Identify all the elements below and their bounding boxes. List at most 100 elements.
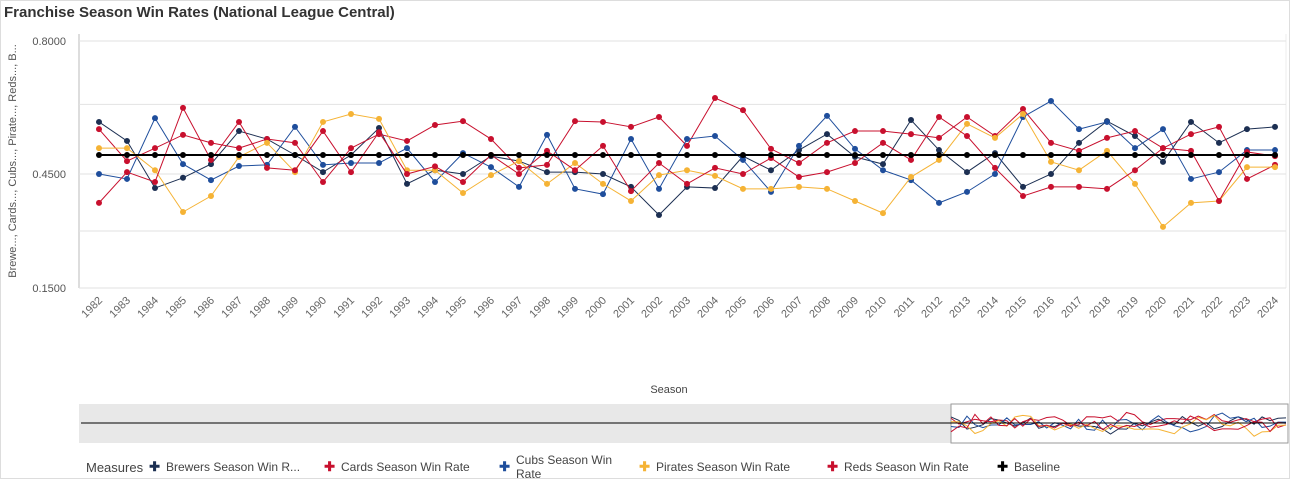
data-point (236, 128, 242, 135)
data-point (488, 152, 494, 158)
data-point (1048, 152, 1054, 158)
data-point (236, 118, 242, 125)
overview-series-line (950, 411, 1287, 429)
data-point (1048, 183, 1054, 190)
data-point (180, 209, 186, 215)
data-point (404, 145, 410, 152)
data-point (964, 120, 970, 127)
data-point (740, 185, 746, 192)
data-point (684, 142, 690, 149)
data-point (236, 163, 242, 170)
legend-item[interactable]: ✚ Cards Season Win Rate (324, 459, 499, 475)
data-point (1020, 106, 1026, 113)
legend-label: Cubs Season Win Rate (515, 453, 613, 479)
data-point (320, 118, 326, 125)
data-point (152, 167, 158, 174)
legend-title: Measures (86, 459, 144, 475)
data-point (1244, 164, 1250, 171)
x-tick-label: 2020 (1143, 295, 1169, 321)
data-point (96, 171, 102, 177)
legend: Measures ✚ Brewers Season Win R... ✚ Cards … (86, 453, 1077, 479)
legend-label: Pirates Season Win Rate (655, 460, 791, 474)
data-point (1076, 147, 1082, 154)
data-point (1160, 223, 1166, 230)
data-point (936, 156, 942, 163)
data-point (1244, 152, 1250, 158)
data-point (656, 114, 662, 120)
legend-label: Baseline (1013, 460, 1061, 474)
x-tick-label: 1999 (555, 295, 581, 321)
data-point (1076, 139, 1082, 146)
data-point (96, 118, 102, 125)
x-tick-label: 2019 (1115, 295, 1141, 321)
data-point (124, 169, 130, 176)
data-point (824, 169, 830, 176)
data-point (1272, 152, 1278, 158)
data-point (628, 197, 634, 204)
legend-item[interactable]: ✚ Reds Season Win Rate (827, 459, 997, 475)
data-point (544, 180, 550, 187)
data-point (180, 152, 186, 158)
data-point (544, 161, 550, 168)
data-point (796, 174, 802, 181)
data-point (152, 115, 158, 122)
data-point (768, 145, 774, 152)
data-point (1076, 126, 1082, 133)
data-point (488, 136, 494, 143)
x-tick-label: 2017 (1059, 295, 1085, 321)
data-point (292, 139, 298, 146)
x-tick-label: 1994 (415, 295, 441, 321)
x-tick-label: 2009 (835, 295, 861, 321)
x-tick-label: 1990 (303, 295, 329, 321)
data-point (1244, 175, 1250, 182)
legend-item[interactable]: ✚ Pirates Season Win Rate (639, 459, 827, 475)
y-tick-label: 0.4500 (32, 169, 66, 181)
data-point (1272, 147, 1278, 154)
data-point (376, 115, 382, 122)
legend-item[interactable]: ✚ Baseline (997, 459, 1077, 475)
data-point (1048, 158, 1054, 165)
data-point (1104, 118, 1110, 125)
data-point (1076, 167, 1082, 174)
data-point (684, 136, 690, 143)
x-tick-label: 2010 (863, 295, 889, 321)
x-tick-label: 1982 (79, 295, 105, 321)
data-point (124, 175, 130, 182)
x-tick-label: 2018 (1087, 295, 1113, 321)
data-point (460, 118, 466, 125)
data-point (1272, 123, 1278, 130)
y-tick-label: 0.8000 (32, 36, 66, 48)
data-point (1020, 193, 1026, 200)
data-point (264, 139, 270, 146)
range-overview-scrollbar[interactable] (1, 401, 1290, 451)
data-point (740, 107, 746, 114)
data-point (1160, 145, 1166, 152)
x-tick-label: 2007 (779, 295, 805, 321)
data-point (712, 164, 718, 171)
data-point (432, 121, 438, 128)
legend-item[interactable]: ✚ Cubs Season Win Rate (499, 453, 639, 479)
data-point (1132, 152, 1138, 158)
data-point (964, 169, 970, 176)
data-point (544, 169, 550, 176)
legend-label: Cards Season Win Rate (340, 460, 470, 474)
data-point (1160, 158, 1166, 165)
data-point (488, 172, 494, 179)
x-tick-label: 2003 (667, 295, 693, 321)
data-point (264, 152, 270, 158)
x-tick-label: 2006 (751, 295, 777, 321)
x-tick-label: 1997 (499, 295, 525, 321)
data-point (152, 152, 158, 158)
legend-item[interactable]: ✚ Brewers Season Win R... (149, 459, 324, 475)
data-point (880, 152, 886, 158)
data-point (712, 172, 718, 179)
data-point (96, 152, 102, 158)
data-point (936, 147, 942, 154)
data-point (180, 104, 186, 111)
data-point (1048, 139, 1054, 146)
x-tick-label: 1983 (107, 295, 133, 321)
data-point (628, 123, 634, 130)
data-point (208, 156, 214, 163)
